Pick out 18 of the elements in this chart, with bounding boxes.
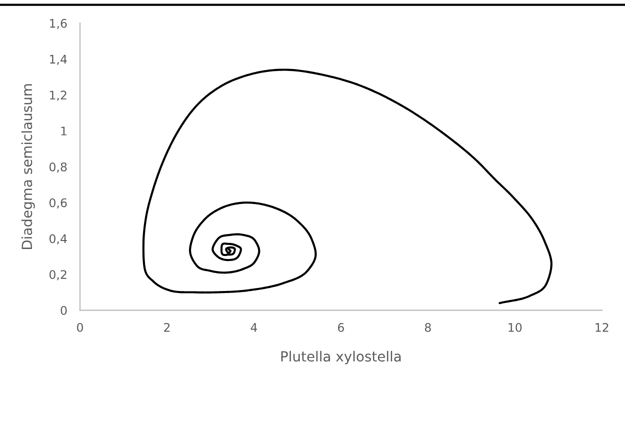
x-axis-title: Plutella xylostella [281, 350, 401, 364]
y-tick-label: 0,8 [50, 162, 67, 173]
x-tick-label: 4 [250, 323, 258, 332]
y-tick-label: 0,2 [50, 270, 66, 280]
y-tick-label: 1,4 [50, 54, 67, 65]
x-tick-label: 12 [596, 322, 608, 332]
x-tick-label: 8 [424, 322, 431, 332]
y-tick-label: 0,6 [50, 198, 67, 208]
y-tick-label: 1 [61, 126, 66, 136]
x-tick-label: 2 [164, 322, 170, 332]
y-tick-label: 1,2 [50, 90, 66, 101]
y-tick-label: 0 [60, 306, 67, 315]
x-tick-label: 6 [338, 322, 344, 332]
y-axis-title: Diadegma semiclausum [21, 84, 35, 249]
x-tick-label: 0 [77, 322, 83, 332]
y-tick-label: 0,4 [50, 234, 67, 244]
x-tick-label: 10 [508, 322, 522, 332]
y-tick-label: 1,6 [50, 18, 67, 30]
